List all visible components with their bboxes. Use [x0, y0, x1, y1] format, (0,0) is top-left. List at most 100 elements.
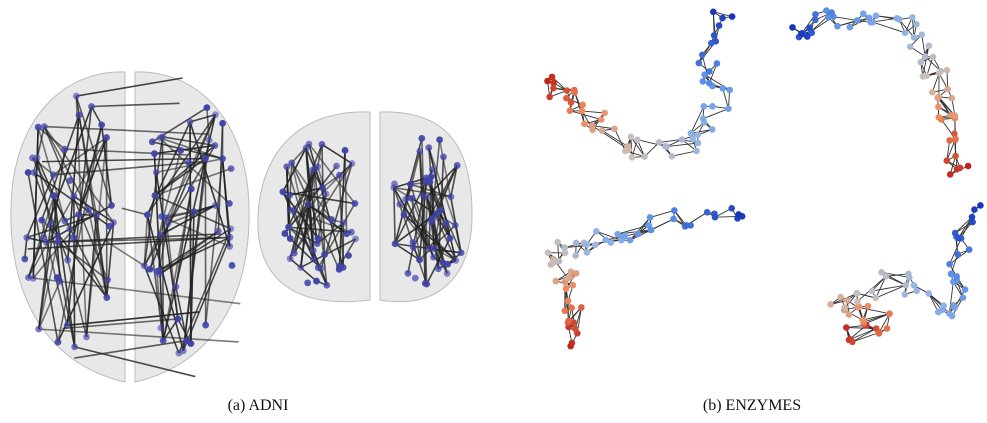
graph-node	[709, 103, 716, 110]
graph-edge	[650, 210, 674, 217]
brain-node	[71, 343, 78, 350]
graph-node	[930, 54, 937, 61]
brain-node	[83, 334, 90, 341]
graph-node	[584, 241, 591, 248]
graph-edge	[651, 219, 674, 230]
graph-node	[550, 85, 557, 92]
graph-node	[843, 324, 850, 331]
graph-node	[957, 165, 964, 172]
graph-node	[572, 252, 579, 259]
graph-node	[955, 235, 962, 242]
graph-node	[948, 95, 955, 102]
graph-node	[627, 237, 634, 244]
graph-node	[571, 89, 578, 96]
brain-node	[336, 172, 343, 179]
graph-node	[952, 153, 959, 160]
graph-node	[935, 114, 942, 121]
brain-edge	[190, 122, 191, 344]
graph-node	[706, 68, 713, 75]
brain-node	[215, 228, 222, 235]
graph-node	[598, 116, 605, 123]
brain-node	[323, 191, 330, 198]
graph-node	[729, 13, 736, 20]
graph-node	[947, 171, 954, 178]
brain-node	[396, 201, 403, 208]
brain-node	[41, 123, 48, 130]
brain-node	[427, 179, 434, 186]
brain-node	[286, 192, 293, 199]
graph-node	[688, 130, 695, 137]
brain-node	[229, 262, 236, 269]
graph-node	[907, 43, 914, 50]
brain-node	[412, 275, 419, 282]
brain-node	[304, 279, 311, 286]
graph-edge	[703, 109, 728, 119]
graph-node	[669, 153, 676, 160]
graph-node	[554, 239, 561, 246]
brain-node	[281, 230, 288, 237]
brain-node	[212, 202, 219, 209]
brain-node	[149, 138, 156, 145]
brain-node	[159, 133, 166, 140]
graph-node	[601, 110, 608, 117]
brain-node	[144, 211, 151, 218]
brain-node	[64, 257, 71, 264]
brain-node	[75, 211, 82, 218]
brain-node	[314, 240, 321, 247]
brain-node	[188, 185, 195, 192]
brain-node	[392, 240, 399, 247]
graph-node	[860, 10, 867, 17]
brain-node	[442, 220, 449, 227]
brain-node	[321, 251, 328, 258]
brain-node	[319, 184, 326, 191]
brain-node	[29, 155, 36, 162]
brain-node	[54, 238, 61, 245]
graph-node	[565, 298, 572, 305]
brain-node	[31, 169, 38, 176]
brain-node	[336, 266, 343, 273]
brain-node	[402, 196, 409, 203]
brain-node	[318, 265, 325, 272]
graph-edge	[602, 131, 627, 147]
graph-node	[952, 136, 959, 143]
graph-node	[725, 105, 732, 112]
graph-node	[546, 94, 553, 101]
graph-node	[876, 330, 883, 337]
graph-node	[683, 222, 690, 229]
graph-node	[837, 294, 844, 301]
brain-node	[287, 207, 294, 214]
graph-node	[622, 148, 629, 155]
brain-node	[226, 243, 233, 250]
graph-node	[909, 14, 916, 21]
brain-node	[226, 200, 233, 207]
brain-node	[323, 282, 330, 289]
brain-node	[50, 171, 57, 178]
enzyme-graphs	[544, 7, 984, 349]
brain-node	[187, 118, 194, 125]
graph-node	[911, 282, 918, 289]
brain-node	[35, 326, 42, 333]
graph-node	[599, 127, 606, 134]
graph-node	[929, 89, 936, 96]
brain-node	[175, 350, 182, 357]
graph-node	[853, 290, 860, 297]
brain-node	[452, 222, 459, 229]
brain-node	[191, 208, 198, 215]
graph-node	[563, 285, 570, 292]
graph-node	[902, 282, 909, 289]
brain-node	[401, 211, 408, 218]
brain-node	[202, 322, 209, 329]
graph-node	[641, 153, 648, 160]
graph-edge	[713, 12, 714, 36]
brain-node	[70, 234, 77, 241]
graph-node	[966, 246, 973, 253]
brain-node	[67, 177, 74, 184]
brain-node	[314, 163, 321, 170]
graph-node	[804, 33, 811, 40]
graph-node	[728, 205, 735, 212]
graph-node	[726, 87, 733, 94]
caption: (b) ENZYMES	[703, 397, 801, 414]
brain-node	[54, 274, 61, 281]
graph-node	[696, 60, 703, 67]
graph-node	[735, 211, 742, 218]
